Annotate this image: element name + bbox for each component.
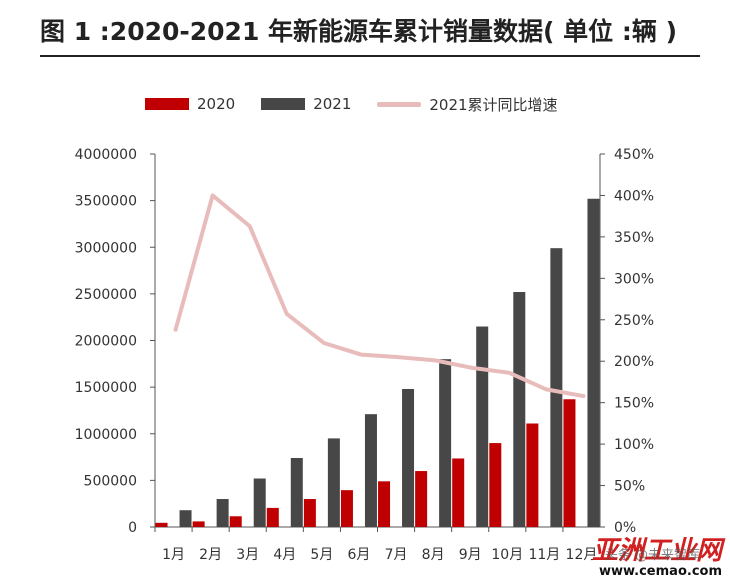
x-tick-label: 1月 <box>162 547 185 563</box>
bar-2021 <box>439 359 452 527</box>
bar-2020 <box>303 499 316 527</box>
legend-item-2020: 2020 <box>145 95 235 113</box>
y-right-tick-label: 300% <box>614 271 654 287</box>
title-underline <box>40 55 700 57</box>
bar-2020 <box>229 516 242 527</box>
bar-2020 <box>452 458 465 527</box>
bar-2021 <box>364 414 377 527</box>
y-left-tick-label: 0 <box>128 520 137 536</box>
x-tick-label: 5月 <box>310 547 333 563</box>
bar-2021 <box>476 326 489 527</box>
bar-2020 <box>378 481 391 527</box>
legend-label-growth: 2021累计同比增速 <box>429 95 558 114</box>
x-tick-label: 10月 <box>491 547 523 563</box>
y-right-tick-label: 150% <box>614 396 654 412</box>
y-left-tick-label: 500000 <box>84 473 137 489</box>
bar-2020 <box>192 521 205 527</box>
chart-bars <box>155 198 600 527</box>
y-right-tick-label: 400% <box>614 188 654 204</box>
x-tick-label: 6月 <box>347 547 370 563</box>
legend-swatch-growth <box>377 101 422 107</box>
bar-2020 <box>526 423 539 527</box>
watermark-sub: 头条 @未来智库 <box>604 548 700 563</box>
y-left-tick-label: 1000000 <box>75 427 137 443</box>
x-tick-label: 2月 <box>199 547 222 563</box>
y-left-tick-label: 2000000 <box>75 334 137 350</box>
y-right-tick-label: 50% <box>614 479 645 495</box>
growth-line <box>173 193 586 399</box>
x-tick-label: 9月 <box>459 547 482 563</box>
bar-2020 <box>266 507 279 527</box>
bar-2021 <box>290 457 303 527</box>
chart-line <box>173 193 586 399</box>
y-left-tick-label: 1500000 <box>75 380 137 396</box>
x-tick-label: 4月 <box>273 547 296 563</box>
bar-2021 <box>327 438 340 527</box>
bar-2020 <box>415 471 428 527</box>
legend-item-2021: 2021 <box>261 95 351 113</box>
legend-swatch-2020 <box>145 98 189 110</box>
watermark-url: www.cemao.com <box>598 564 722 579</box>
x-tick-label: 7月 <box>385 547 408 563</box>
chart-legend: 2020 2021 2021累计同比增速 <box>145 93 584 115</box>
y-left-tick-label: 3000000 <box>75 240 137 256</box>
y-right-tick-label: 250% <box>614 313 654 329</box>
y-right-tick-label: 0% <box>614 520 636 536</box>
watermark-logo: 亚洲工业网 <box>591 536 722 566</box>
bar-2020 <box>340 490 353 527</box>
x-tick-label: 12月 <box>566 547 598 563</box>
bar-2021 <box>179 510 192 527</box>
bar-2021 <box>513 292 526 527</box>
y-right-tick-label: 450% <box>614 147 654 163</box>
y-left-tick-label: 2500000 <box>75 287 137 303</box>
x-tick-label: 11月 <box>528 547 560 563</box>
y-right-tick-label: 100% <box>614 437 654 453</box>
y-left-tick-label: 4000000 <box>75 147 137 163</box>
y-right-tick-label: 200% <box>614 354 654 370</box>
legend-label-2021: 2021 <box>313 95 352 113</box>
bar-2021 <box>253 478 266 527</box>
bar-2020 <box>489 443 502 527</box>
watermark: 亚洲工业网 www.cemao.com <box>592 537 722 579</box>
bar-2021 <box>587 198 600 527</box>
legend-item-growth: 2021累计同比增速 <box>377 94 558 115</box>
bar-2020 <box>155 522 168 527</box>
y-right-tick-label: 350% <box>614 230 654 246</box>
x-tick-label: 3月 <box>236 547 259 563</box>
bar-2020 <box>563 399 576 527</box>
bar-2021 <box>550 248 563 527</box>
legend-swatch-2021 <box>261 98 306 110</box>
chart-labels: 0 500000 1000000 1500000 2000000 2500000 30000… <box>75 147 654 563</box>
y-left-tick-label: 3500000 <box>75 194 137 210</box>
legend-label-2020: 2020 <box>197 95 236 113</box>
bar-2021 <box>216 499 229 527</box>
chart-axes <box>150 153 605 532</box>
bar-2021 <box>402 388 415 527</box>
chart-title: 图 1 :2020-2021 年新能源车累计销量数据( 单位 :辆 ) <box>40 17 678 46</box>
x-tick-label: 8月 <box>422 547 445 563</box>
